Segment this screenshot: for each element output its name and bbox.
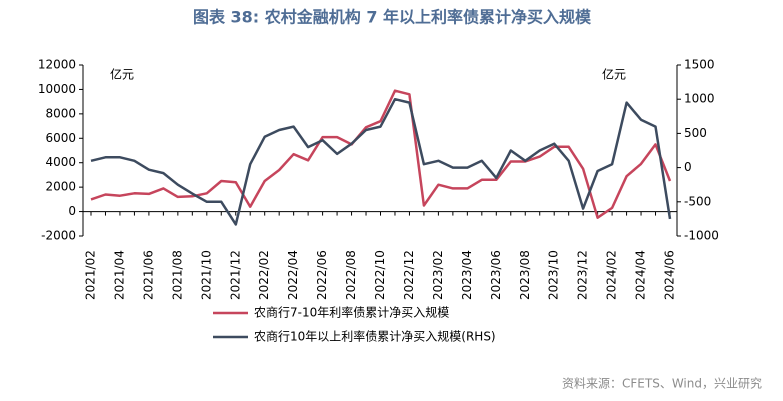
- legend-label: 农商行7-10年利率债累计净买入规模: [254, 305, 449, 320]
- y2-tick-label: 500: [684, 126, 707, 140]
- y-tick-label: 12000: [38, 58, 76, 72]
- series-line: [90, 89, 672, 219]
- y-unit: 亿元: [110, 67, 134, 82]
- x-tick-label: 2023/06: [489, 250, 503, 300]
- y-tick-label: 8000: [45, 106, 76, 120]
- x-tick-label: 2023/10: [547, 250, 561, 300]
- x-tick-label: 2021/10: [199, 250, 213, 300]
- x-tick-label: 2023/04: [460, 250, 474, 300]
- y2-tick-label: -1000: [684, 229, 719, 243]
- x-tick-label: 2021/08: [170, 250, 184, 300]
- series-line: [90, 97, 672, 226]
- x-tick-label: 2024/06: [663, 250, 677, 300]
- x-tick-label: 2021/04: [112, 250, 126, 300]
- x-tick-label: 2022/04: [286, 250, 300, 300]
- y-tick-label: 2000: [45, 180, 76, 194]
- y-tick-label: 4000: [45, 155, 76, 169]
- y2-tick-label: 0: [684, 160, 692, 174]
- y2-tick-label: -500: [684, 194, 711, 208]
- chart-title: 图表 38: 农村金融机构 7 年以上利率债累计净买入规模: [193, 8, 592, 27]
- y2-tick-label: 1000: [684, 92, 715, 106]
- x-tick-label: 2023/08: [518, 250, 532, 300]
- x-tick-label: 2022/06: [315, 250, 329, 300]
- source: 资料来源：CFETS、Wind，兴业研究: [562, 376, 762, 391]
- y-tick-label: 10000: [38, 82, 76, 96]
- x-tick-label: 2021/02: [84, 250, 98, 300]
- legend-label: 农商行10年以上利率债累计净买入规模(RHS): [254, 329, 496, 344]
- x-tick-label: 2021/12: [228, 250, 242, 300]
- y-tick-label: 0: [68, 204, 76, 218]
- x-tick-label: 2023/12: [576, 250, 590, 300]
- y2-unit: 亿元: [602, 67, 626, 82]
- x-tick-label: 2022/02: [257, 250, 271, 300]
- x-tick-label: 2022/10: [373, 250, 387, 300]
- x-tick-label: 2024/04: [634, 250, 648, 300]
- x-tick-label: 2024/02: [605, 250, 619, 300]
- x-tick-label: 2022/08: [344, 250, 358, 300]
- y-tick-label: -2000: [41, 229, 76, 243]
- y2-tick-label: 1500: [684, 58, 715, 72]
- y-tick-label: 6000: [45, 131, 76, 145]
- x-tick-label: 2022/12: [402, 250, 416, 300]
- x-tick-label: 2021/06: [141, 250, 155, 300]
- x-tick-label: 2023/02: [431, 250, 445, 300]
